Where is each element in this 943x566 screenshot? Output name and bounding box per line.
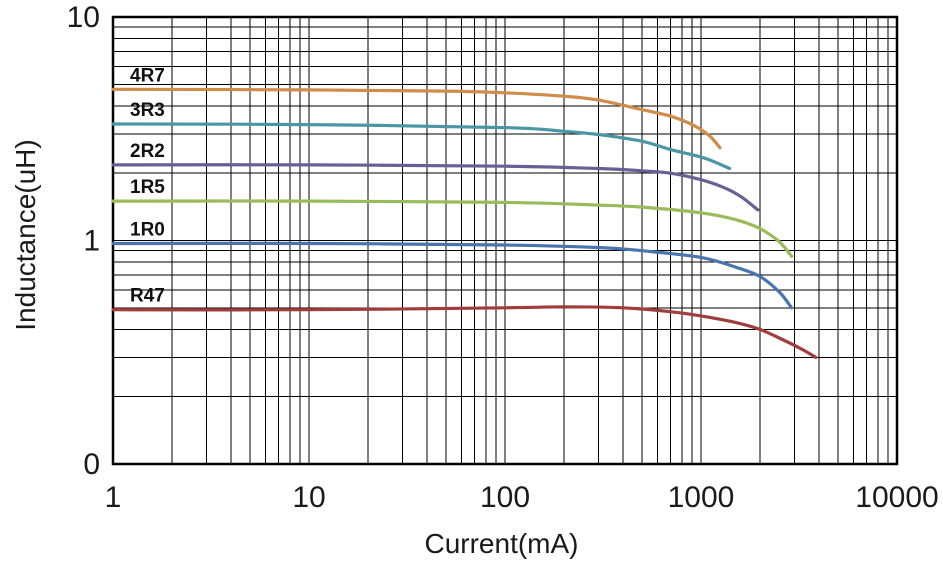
x-tick-label: 1 bbox=[105, 481, 122, 514]
x-axis-title: Current(mA) bbox=[424, 528, 579, 559]
series-line-R47 bbox=[111, 305, 818, 359]
x-tick-label: 10000 bbox=[855, 481, 938, 514]
series-label-4R7: 4R7 bbox=[130, 65, 165, 86]
plot-border bbox=[111, 15, 899, 466]
series-label-R47: R47 bbox=[130, 286, 165, 307]
y-tick-label: 0 bbox=[83, 448, 100, 481]
y-tick-label: 1 bbox=[83, 225, 100, 258]
series-label-1R5: 1R5 bbox=[130, 177, 165, 198]
x-tick-label: 1000 bbox=[668, 481, 735, 514]
y-axis-title: Inductance(uH) bbox=[10, 139, 41, 331]
series-line-2R2 bbox=[111, 163, 760, 212]
series-line-1R5 bbox=[111, 199, 794, 258]
series-line-1R0 bbox=[111, 241, 794, 310]
x-tick-label: 10 bbox=[292, 481, 325, 514]
series-label-3R3: 3R3 bbox=[130, 100, 165, 121]
series-line-3R3 bbox=[111, 122, 732, 171]
series-label-1R0: 1R0 bbox=[130, 219, 165, 240]
y-tick-label: 10 bbox=[67, 1, 100, 34]
series-label-2R2: 2R2 bbox=[130, 141, 165, 162]
series-line-4R7 bbox=[111, 87, 722, 150]
x-tick-label: 100 bbox=[480, 481, 530, 514]
